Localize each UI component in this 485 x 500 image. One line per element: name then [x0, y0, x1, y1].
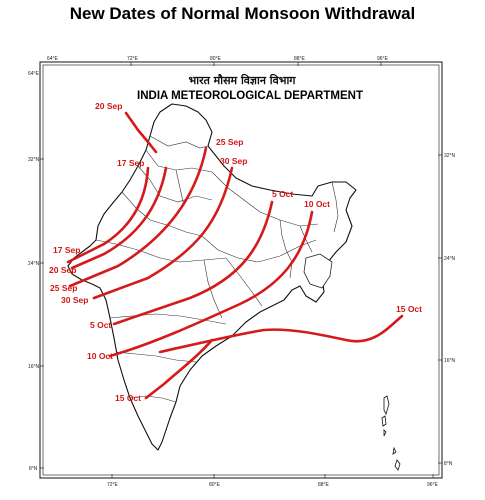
isochrone-label-5-oct-west: 5 Oct: [90, 320, 111, 330]
graticule-ticks: [40, 62, 442, 478]
tick-left-64e: 64°E: [28, 71, 40, 77]
isochrone-label-20-sep-west: 20 Sep: [49, 265, 76, 275]
map-inner-frame: [42, 64, 440, 476]
bangladesh-region: [303, 253, 333, 289]
tick-bottom-88e: 88°E: [318, 482, 330, 488]
isochrone-label-25-sep-west: 25 Sep: [50, 283, 77, 293]
tick-top-64e: 64°E: [47, 56, 59, 62]
isochrone-label-20-sep-north: 20 Sep: [95, 101, 122, 111]
isochrone-label-15-oct-east: 15 Oct: [396, 304, 422, 314]
isochrone-label-5-oct-north: 5 Oct: [272, 189, 293, 199]
tick-top-88e: 88°E: [294, 56, 306, 62]
isochrone-line-20-sep-north: [124, 111, 158, 154]
tick-right-24n: 24°N: [444, 256, 456, 262]
isochrone-label-10-oct-north: 10 Oct: [304, 199, 330, 209]
isochrone-label-17-sep-north: 17 Sep: [117, 158, 144, 168]
tick-bottom-72e: 72°E: [107, 482, 119, 488]
tick-left-8n: 8°N: [29, 466, 38, 472]
tick-bottom-80e: 80°E: [209, 482, 221, 488]
isochrone-label-17-sep-west: 17 Sep: [53, 245, 80, 255]
isochrone-label-15-oct-south: 15 Oct: [115, 393, 141, 403]
isochrone-lines: [66, 111, 404, 400]
page-title: New Dates of Normal Monsoon Withdrawal: [69, 4, 416, 23]
tick-left-16n: 16°N: [28, 364, 40, 370]
tick-top-80e: 80°E: [210, 56, 222, 62]
isochrone-label-25-sep-north: 25 Sep: [216, 137, 243, 147]
tick-left-24n: 24°N: [28, 261, 40, 267]
andaman-nicobar-islands: [381, 395, 401, 471]
tick-top-96e: 96°E: [377, 56, 389, 62]
isochrone-label-30-sep-west: 30 Sep: [61, 295, 88, 305]
tick-top-72e: 72°E: [127, 56, 139, 62]
tick-right-32n: 32°N: [444, 153, 456, 159]
isochrone-label-10-oct-west: 10 Oct: [87, 351, 113, 361]
isochrone-line-30-sep: [92, 166, 234, 300]
isochrone-line-5-oct: [112, 200, 274, 326]
tick-right-8n: 8°N: [444, 461, 453, 467]
tick-bottom-96e: 96°E: [427, 482, 439, 488]
isochrone-line-10-oct: [108, 210, 314, 358]
tick-right-16n: 16°N: [444, 358, 456, 364]
isochrone-line-15-oct-south: [144, 338, 214, 400]
isochrone-line-17-sep: [66, 166, 150, 264]
tick-left-32n: 32°N: [28, 157, 40, 163]
isochrone-line-25-sep: [68, 146, 208, 288]
agency-hindi-name: भारत मौसम विज्ञान विभाग: [189, 73, 297, 87]
agency-english-name: INDIA METEOROLOGICAL DEPARTMENT: [137, 90, 363, 102]
india-outline: [67, 103, 357, 451]
isochrone-line-20-sep: [70, 166, 168, 270]
isochrone-label-30-sep-north: 30 Sep: [220, 156, 247, 166]
